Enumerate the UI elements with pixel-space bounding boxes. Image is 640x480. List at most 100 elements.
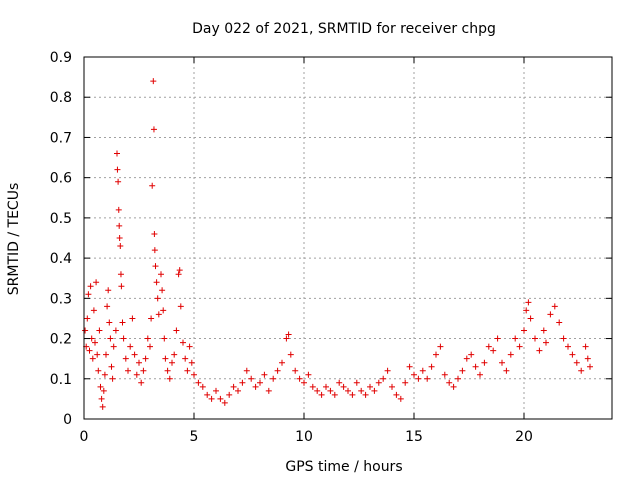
- data-point: [152, 263, 159, 270]
- data-point: [148, 315, 155, 322]
- chart-title: Day 022 of 2021, SRMTID for receiver chp…: [192, 21, 496, 37]
- data-point: [117, 271, 124, 278]
- data-point: [114, 166, 121, 173]
- data-point: [512, 335, 519, 342]
- data-point: [85, 291, 92, 298]
- data-point: [160, 307, 167, 314]
- data-point: [151, 230, 158, 237]
- data-point: [441, 371, 448, 378]
- data-point: [582, 343, 589, 350]
- y-tick-label: 0.5: [50, 211, 72, 227]
- data-point: [573, 359, 580, 366]
- data-point: [105, 287, 112, 294]
- data-point: [118, 283, 125, 290]
- data-point: [345, 387, 351, 394]
- data-point: [221, 399, 228, 406]
- data-point: [239, 379, 246, 386]
- data-point: [95, 367, 102, 374]
- data-point: [84, 315, 91, 322]
- data-point: [503, 367, 510, 374]
- data-point: [551, 303, 558, 310]
- data-point: [419, 367, 426, 374]
- data-point: [89, 355, 96, 362]
- data-point: [133, 371, 140, 378]
- data-point: [305, 371, 312, 378]
- data-point: [569, 351, 576, 358]
- data-point: [415, 375, 422, 382]
- data-point: [532, 335, 538, 342]
- data-point: [169, 359, 175, 366]
- data-point: [119, 319, 126, 326]
- data-point: [521, 327, 527, 334]
- x-tick-label: 0: [80, 429, 89, 445]
- data-point: [103, 351, 109, 358]
- plot-frame: [83, 56, 613, 420]
- data-point: [314, 387, 321, 394]
- data-point: [151, 247, 158, 254]
- data-point: [318, 391, 325, 398]
- data-point: [527, 315, 534, 322]
- y-axis-label: SRMTID / TECUs: [6, 183, 22, 296]
- data-point: [556, 319, 563, 326]
- grid-lines: [84, 57, 612, 419]
- data-point: [159, 287, 166, 294]
- y-tick-label: 0.8: [50, 90, 72, 106]
- data-point: [96, 327, 103, 334]
- data-point: [477, 371, 483, 378]
- data-point: [261, 371, 268, 378]
- data-point: [494, 335, 501, 342]
- data-point: [93, 279, 100, 286]
- data-point: [560, 335, 567, 342]
- data-point: [122, 355, 129, 362]
- data-point: [158, 271, 164, 278]
- data-point: [257, 379, 263, 386]
- y-tick-label: 0.1: [50, 372, 72, 388]
- data-point: [166, 375, 173, 382]
- data-point: [424, 375, 431, 382]
- data-point: [175, 271, 182, 278]
- data-point: [437, 343, 444, 350]
- data-point: [274, 367, 281, 374]
- data-point: [428, 363, 435, 370]
- data-point: [301, 379, 307, 386]
- data-point: [499, 359, 505, 366]
- data-point: [117, 243, 124, 250]
- data-point: [87, 283, 94, 290]
- data-point: [144, 335, 151, 342]
- x-axis-label: GPS time / hours: [285, 459, 402, 475]
- data-point: [309, 383, 316, 390]
- x-tick-label: 15: [405, 429, 423, 445]
- data-point: [463, 355, 470, 362]
- data-point: [129, 315, 136, 322]
- data-point: [252, 383, 259, 390]
- data-point: [481, 359, 488, 366]
- data-point: [138, 379, 145, 386]
- data-point: [86, 347, 93, 354]
- data-point: [226, 391, 233, 398]
- y-tick-label: 0: [63, 412, 72, 428]
- data-point: [191, 371, 197, 378]
- y-tick-label: 0.3: [50, 291, 72, 307]
- data-point: [100, 387, 107, 394]
- data-point: [109, 375, 116, 382]
- data-point: [336, 379, 343, 386]
- data-point: [389, 383, 395, 390]
- data-point: [265, 387, 272, 394]
- data-point: [230, 383, 237, 390]
- data-point: [112, 327, 119, 334]
- data-point: [279, 359, 285, 366]
- data-point: [283, 335, 290, 342]
- data-point: [171, 351, 178, 358]
- data-point: [208, 395, 215, 402]
- data-point: [459, 367, 466, 374]
- data-point: [362, 391, 369, 398]
- data-point: [353, 379, 360, 386]
- data-point: [393, 391, 400, 398]
- data-point: [323, 383, 329, 390]
- data-point: [173, 327, 180, 334]
- data-point: [153, 279, 160, 286]
- data-point: [587, 363, 593, 370]
- data-point: [375, 379, 382, 386]
- data-point: [182, 355, 189, 362]
